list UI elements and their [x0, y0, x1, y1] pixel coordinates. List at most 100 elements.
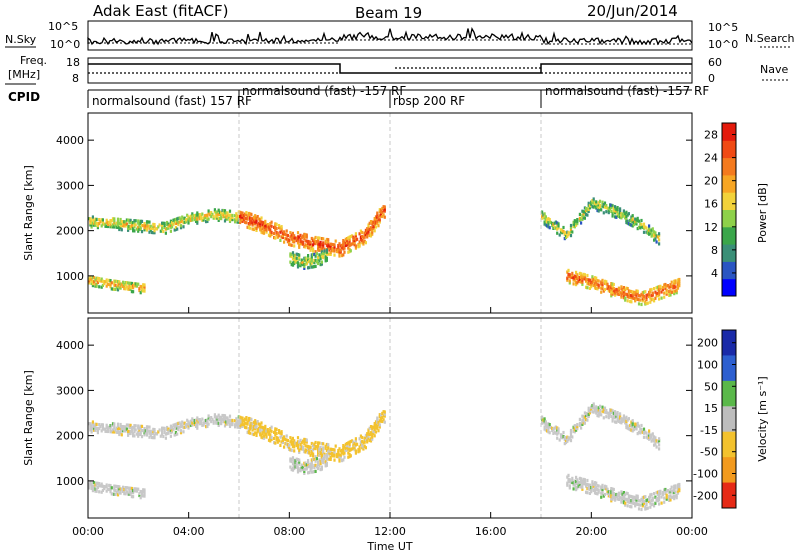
velocity-cell: [127, 429, 130, 433]
power-cell: [383, 205, 386, 209]
velocity-cell: [374, 426, 378, 430]
power-cell: [124, 287, 127, 291]
power-cell: [260, 216, 263, 220]
velocity-cell: [105, 483, 108, 487]
velocity-cell: [241, 420, 244, 424]
power-cell: [301, 263, 305, 267]
power-cell: [586, 213, 589, 217]
velocity-cell: [615, 412, 618, 416]
power-cell: [548, 218, 551, 222]
velocity-cell: [119, 431, 122, 435]
plot-title: Adak East (fitACF): [93, 2, 228, 20]
power-cell: [239, 210, 242, 214]
velocity-cell: [309, 464, 312, 468]
power-cell: [89, 277, 92, 281]
power-cell: [184, 218, 188, 222]
velocity-cell: [158, 428, 161, 432]
velocity-cell: [94, 489, 97, 493]
velocity-cell: [129, 486, 132, 490]
velocity-cell: [591, 404, 594, 408]
power-cell: [348, 239, 351, 243]
velocity-cell: [645, 431, 648, 435]
velocity-cell: [631, 419, 634, 423]
power-cell: [129, 218, 132, 222]
velocity-cell: [335, 454, 339, 459]
velocity-cell: [632, 428, 636, 432]
velocity-cell: [547, 422, 550, 426]
velocity-cell: [115, 426, 118, 430]
power-cell: [139, 227, 142, 231]
velocity-cell: [290, 438, 293, 442]
velocity-cell: [645, 435, 648, 439]
beam-label: Beam 19: [355, 4, 422, 22]
velocity-cell: [207, 416, 210, 420]
power-cell: [259, 218, 262, 222]
velocity-cell: [237, 425, 240, 429]
velocity-cell: [249, 425, 252, 429]
power-cell: [568, 231, 571, 235]
power-cell: [630, 223, 633, 227]
velocity-cell: [364, 437, 367, 442]
power-cell: [99, 220, 102, 224]
velocity-cell: [364, 435, 367, 440]
velocity-cell: [626, 426, 629, 430]
power-cell: [259, 228, 262, 232]
power-cell: [115, 286, 118, 290]
velocity-cell: [182, 430, 185, 434]
velocity-cell: [140, 435, 144, 439]
power-cell: [676, 278, 680, 282]
power-cell: [208, 213, 211, 217]
power-cell: [296, 231, 300, 235]
velocity-cell: [348, 448, 351, 452]
power-cell: [349, 249, 352, 253]
power-cell: [591, 281, 594, 285]
power-cell: [314, 235, 317, 240]
power-cell: [173, 228, 176, 232]
velocity-cell: [203, 419, 206, 423]
power-cell: [354, 234, 357, 238]
power-cell: [590, 281, 593, 285]
velocity-cell: [228, 422, 232, 426]
velocity-cell: [607, 492, 610, 496]
power-cell: [105, 278, 108, 282]
velocity-cell: [303, 469, 306, 473]
velocity-cell: [646, 434, 649, 438]
velocity-cell: [309, 447, 312, 451]
velocity-cell: [100, 482, 103, 486]
power-cell: [308, 246, 311, 250]
power-cell: [346, 241, 349, 245]
velocity-cell: [673, 497, 676, 501]
power-cell: [674, 285, 677, 289]
power-cell: [174, 217, 177, 221]
velocity-cell: [226, 416, 229, 420]
velocity-cell: [305, 440, 308, 444]
velocity-cell: [609, 494, 612, 498]
velocity-cell: [250, 421, 253, 425]
power-cell: [676, 280, 680, 284]
velocity-cell: [320, 459, 323, 463]
velocity-cell: [566, 439, 569, 443]
velocity-cell: [305, 465, 308, 469]
power-cell: [103, 280, 106, 284]
velocity-cell: [563, 437, 566, 442]
power-cell: [261, 220, 264, 225]
velocity-cell: [673, 490, 676, 495]
velocity-cell: [616, 493, 619, 497]
velocity-cell: [665, 495, 668, 499]
velocity-cell: [328, 449, 331, 453]
power-cell: [171, 223, 174, 227]
velocity-cell: [140, 492, 144, 496]
power-cell: [298, 257, 301, 261]
power-cell: [249, 226, 252, 230]
velocity-cell: [257, 428, 261, 432]
power-cell: [325, 258, 328, 262]
velocity-cell: [130, 488, 133, 493]
power-cell: [587, 209, 590, 213]
power-cell: [368, 233, 371, 238]
velocity-cell: [649, 434, 652, 438]
power-cell: [119, 286, 122, 290]
velocity-cell: [547, 426, 550, 430]
velocity-cell: [260, 425, 263, 429]
velocity-cell: [371, 437, 374, 441]
power-cell: [381, 214, 384, 219]
